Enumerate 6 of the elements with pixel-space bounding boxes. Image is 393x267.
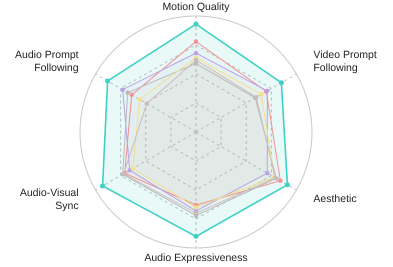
spoke-label: Audio-Visual Sync: [20, 187, 79, 212]
spoke-label: Audio Prompt Following: [14, 49, 79, 74]
spoke-label: Video Prompt Following: [313, 49, 377, 74]
spoke-label: Audio Expressiveness: [144, 252, 248, 264]
spoke-label: Motion Quality: [162, 1, 230, 13]
spoke-label: Aesthetic: [313, 193, 357, 205]
